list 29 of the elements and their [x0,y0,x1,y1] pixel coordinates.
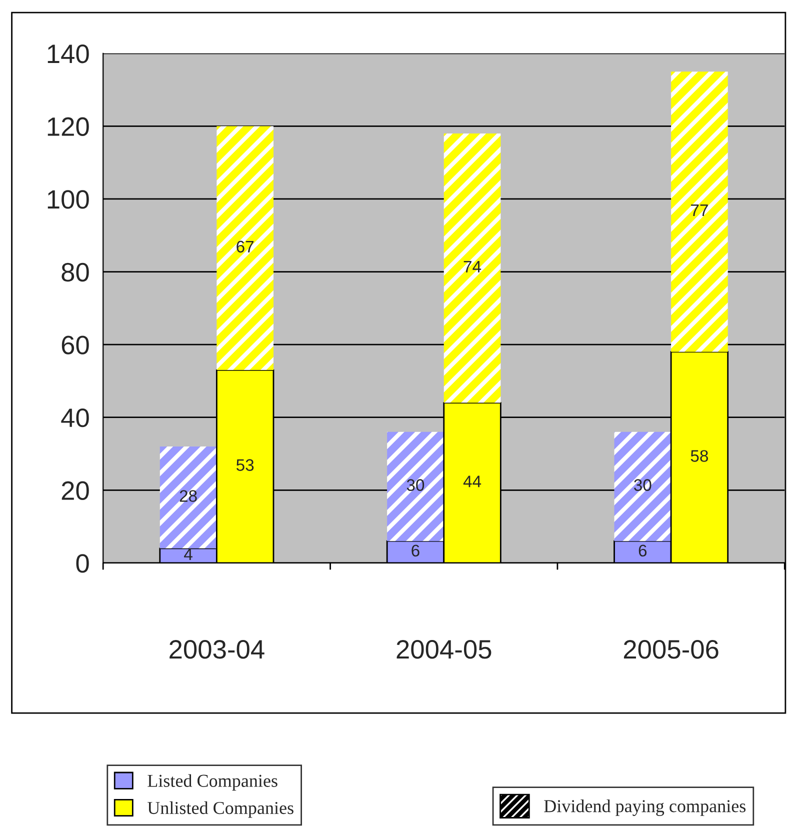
bar [614,432,672,542]
legend-label: Listed Companies [148,774,278,791]
y-tick-label: 0 [76,554,89,573]
data-label: 28 [180,490,197,502]
bar [444,133,501,403]
y-tick-label: 20 [62,481,89,500]
bar [160,446,217,548]
data-label: 44 [463,476,482,488]
data-label: 30 [634,479,652,491]
bar [671,72,728,352]
y-tick-label: 140 [48,44,89,64]
bar [216,126,274,370]
data-label: 58 [690,450,708,462]
data-label: 4 [184,548,192,560]
data-label: 6 [412,544,420,557]
data-label: 6 [638,544,647,557]
data-label: 30 [406,479,424,491]
y-tick-label: 80 [62,262,89,282]
x-tick-label: 2005-06 [624,640,718,659]
x-tick-label: 2004-05 [396,640,492,659]
data-label: 53 [236,459,254,471]
y-tick-label: 60 [62,336,89,354]
y-tick-label: 40 [61,408,89,428]
x-tick-label: 2003-04 [170,640,264,659]
text: Dividend paying companies [544,800,746,816]
y-tick-label: 100 [48,190,89,209]
bar [387,432,444,542]
y-tick-label: 120 [48,117,89,136]
legend-label: Unlisted Companies [148,801,294,818]
